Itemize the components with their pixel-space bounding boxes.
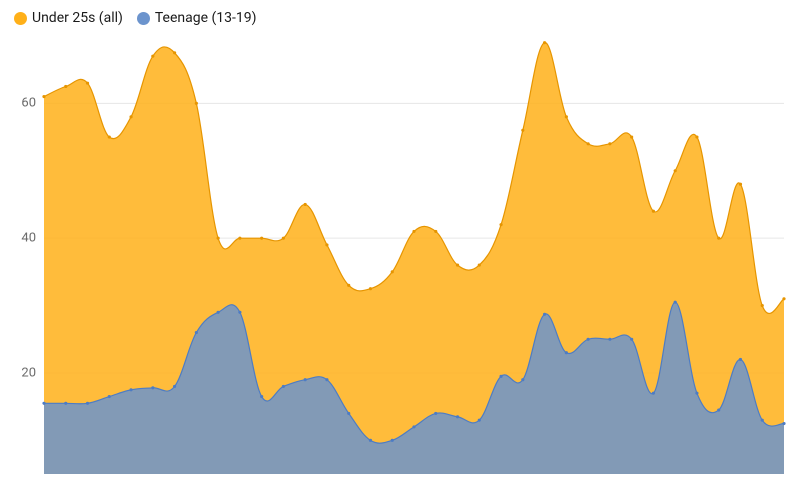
plot-area: 20 40 60 — [14, 34, 786, 476]
series-marker-under25 — [717, 237, 720, 240]
series-marker-teenage — [695, 392, 698, 395]
series-marker-teenage — [630, 338, 633, 341]
series-marker-under25 — [478, 264, 481, 267]
series-marker-under25 — [587, 142, 590, 145]
series-marker-teenage — [608, 338, 611, 341]
ytick-label: 20 — [21, 365, 36, 380]
series-marker-under25 — [282, 237, 285, 240]
series-marker-under25 — [64, 85, 67, 88]
series-marker-teenage — [260, 395, 263, 398]
legend-item-under25[interactable]: Under 25s (all) — [14, 10, 123, 26]
series-marker-under25 — [434, 230, 437, 233]
series-marker-under25 — [151, 55, 154, 58]
series-marker-teenage — [521, 378, 524, 381]
series-marker-teenage — [42, 402, 45, 405]
legend-swatch-under25 — [14, 12, 27, 25]
area-chart: Under 25s (all) Teenage (13-19) 20 40 60 — [0, 0, 800, 500]
series-marker-teenage — [652, 392, 655, 395]
series-marker-teenage — [173, 385, 176, 388]
series-marker-teenage — [456, 415, 459, 418]
series-marker-teenage — [674, 301, 677, 304]
series-marker-teenage — [412, 425, 415, 428]
series-marker-teenage — [478, 419, 481, 422]
chart-svg: 20 40 60 — [14, 34, 786, 476]
series-marker-under25 — [42, 95, 45, 98]
series-marker-teenage — [238, 311, 241, 314]
series-marker-under25 — [369, 287, 372, 290]
series-marker-teenage — [782, 422, 785, 425]
legend-label-teenage: Teenage (13-19) — [155, 10, 257, 26]
series-marker-under25 — [674, 169, 677, 172]
series-marker-teenage — [543, 313, 546, 316]
series-marker-teenage — [565, 351, 568, 354]
series-marker-under25 — [543, 41, 546, 44]
series-marker-under25 — [217, 237, 220, 240]
series-marker-teenage — [739, 358, 742, 361]
ytick-label: 60 — [21, 96, 36, 111]
series-marker-under25 — [630, 135, 633, 138]
series-marker-under25 — [608, 142, 611, 145]
series-marker-teenage — [499, 375, 502, 378]
series-marker-teenage — [217, 311, 220, 314]
series-marker-under25 — [499, 223, 502, 226]
series-marker-teenage — [391, 439, 394, 442]
series-marker-teenage — [195, 331, 198, 334]
series-marker-under25 — [412, 230, 415, 233]
series-marker-under25 — [195, 102, 198, 105]
series-marker-teenage — [151, 386, 154, 389]
series-marker-teenage — [761, 419, 764, 422]
series-marker-under25 — [695, 135, 698, 138]
series-marker-teenage — [304, 378, 307, 381]
series-marker-teenage — [369, 439, 372, 442]
series-marker-under25 — [325, 243, 328, 246]
series-marker-teenage — [64, 402, 67, 405]
series-marker-teenage — [434, 412, 437, 415]
series-marker-teenage — [717, 408, 720, 411]
series-marker-under25 — [652, 210, 655, 213]
legend-item-teenage[interactable]: Teenage (13-19) — [137, 10, 257, 26]
series-marker-under25 — [304, 203, 307, 206]
series-marker-teenage — [347, 412, 350, 415]
ytick-label: 40 — [21, 231, 36, 246]
series-marker-under25 — [129, 115, 132, 118]
legend-label-under25: Under 25s (all) — [32, 10, 123, 26]
series-marker-teenage — [108, 395, 111, 398]
legend-swatch-teenage — [137, 12, 150, 25]
series-marker-under25 — [739, 183, 742, 186]
series-marker-under25 — [391, 270, 394, 273]
series-marker-teenage — [587, 338, 590, 341]
series-marker-under25 — [86, 82, 89, 85]
series-marker-under25 — [521, 129, 524, 132]
series-marker-under25 — [761, 304, 764, 307]
series-marker-under25 — [238, 237, 241, 240]
series-marker-under25 — [456, 264, 459, 267]
series-marker-teenage — [129, 388, 132, 391]
series-marker-under25 — [173, 51, 176, 54]
series-marker-under25 — [108, 135, 111, 138]
series-marker-teenage — [325, 378, 328, 381]
series-marker-under25 — [565, 115, 568, 118]
series-marker-under25 — [782, 297, 785, 300]
legend: Under 25s (all) Teenage (13-19) — [14, 10, 786, 26]
series-marker-under25 — [260, 237, 263, 240]
series-marker-under25 — [347, 284, 350, 287]
series-marker-teenage — [86, 402, 89, 405]
series-marker-teenage — [282, 385, 285, 388]
